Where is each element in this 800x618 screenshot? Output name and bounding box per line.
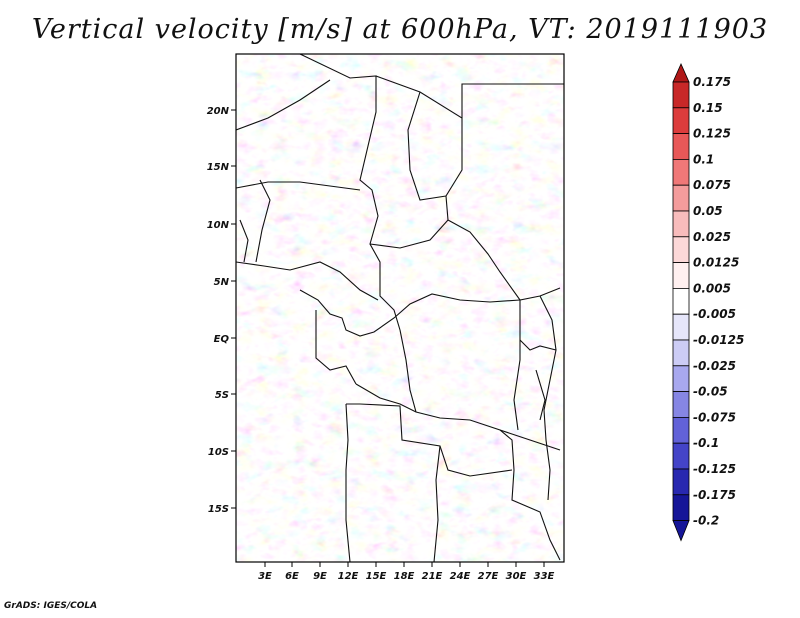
lon-label: 12E [338,571,359,582]
colorbar-swatch [672,236,690,264]
colorbar-swatch [672,313,690,341]
lat-label: 20N [207,106,230,117]
lon-label: 27E [478,571,499,582]
colorbar-label: 0.075 [693,178,731,192]
colorbar-swatch [672,494,690,521]
colorbar-label: 0.175 [693,75,731,89]
colorbar-swatch [672,107,690,135]
grads-credit: GrADS: IGES/COLA [4,601,98,611]
colorbar: 0.175 0.15 0.125 0.1 0.075 0.05 0.025 0.0125 0.0… [672,63,744,542]
country-borders [236,54,564,562]
colorbar-label: -0.025 [693,359,736,373]
colorbar-label: -0.175 [693,488,736,502]
lat-label: 5N [214,277,230,288]
lat-label: EQ [214,334,230,345]
lon-label: 33E [534,571,555,582]
colorbar-label: -0.2 [693,514,719,528]
colorbar-swatch [672,133,690,160]
chart-title: Vertical velocity [m/s] at 600hPa, VT: 2… [31,14,769,45]
colorbar-swatch [672,442,690,470]
colorbar-swatch [672,468,690,496]
lon-label: 6E [285,571,299,582]
lat-label: 15S [208,504,229,515]
colorbar-label: -0.125 [693,462,736,476]
colorbar-label: -0.1 [693,436,719,450]
colorbar-swatch [672,416,690,444]
lat-label: 5S [215,390,229,401]
colorbar-swatch [672,81,690,109]
colorbar-label: 0.025 [693,230,731,244]
map-frame [235,53,565,563]
lat-label: 10N [207,220,230,231]
colorbar-label: -0.075 [693,410,736,424]
colorbar-swatch [672,158,690,186]
colorbar-label: -0.05 [693,385,728,399]
lat-label: 15N [207,162,230,173]
lon-label: 18E [394,571,415,582]
colorbar-label: -0.0125 [693,333,744,347]
colorbar-swatch [672,262,690,289]
colorbar-swatch [672,287,690,315]
colorbar-min-arrow [672,520,690,542]
colorbar-label: 0.15 [693,101,723,115]
latitude-axis: 20N 15N 10N 5N EQ 5S 10S 15S [207,106,236,515]
colorbar-swatch [672,339,690,367]
colorbar-swatch [672,391,690,418]
velocity-field [236,54,564,562]
colorbar-label: -0.005 [693,307,736,321]
colorbar-label: 0.0125 [693,256,739,270]
lon-label: 3E [258,571,272,582]
longitude-axis: 3E 6E 9E 12E 15E 18E 21E 24E 27E 30E 33E [258,562,555,582]
colorbar-swatch [672,210,690,238]
lon-label: 24E [450,571,471,582]
colorbar-label: 0.1 [693,152,714,166]
lon-label: 9E [313,571,327,582]
colorbar-swatch [672,365,690,392]
lon-label: 30E [506,571,527,582]
lat-label: 10S [208,447,229,458]
lon-label: 15E [366,571,387,582]
colorbar-label: 0.125 [693,127,731,141]
colorbar-label: 0.05 [693,204,723,218]
lon-label: 21E [422,571,443,582]
colorbar-label: 0.005 [693,281,731,295]
colorbar-swatch [672,184,690,212]
colorbar-max-arrow [672,63,690,83]
